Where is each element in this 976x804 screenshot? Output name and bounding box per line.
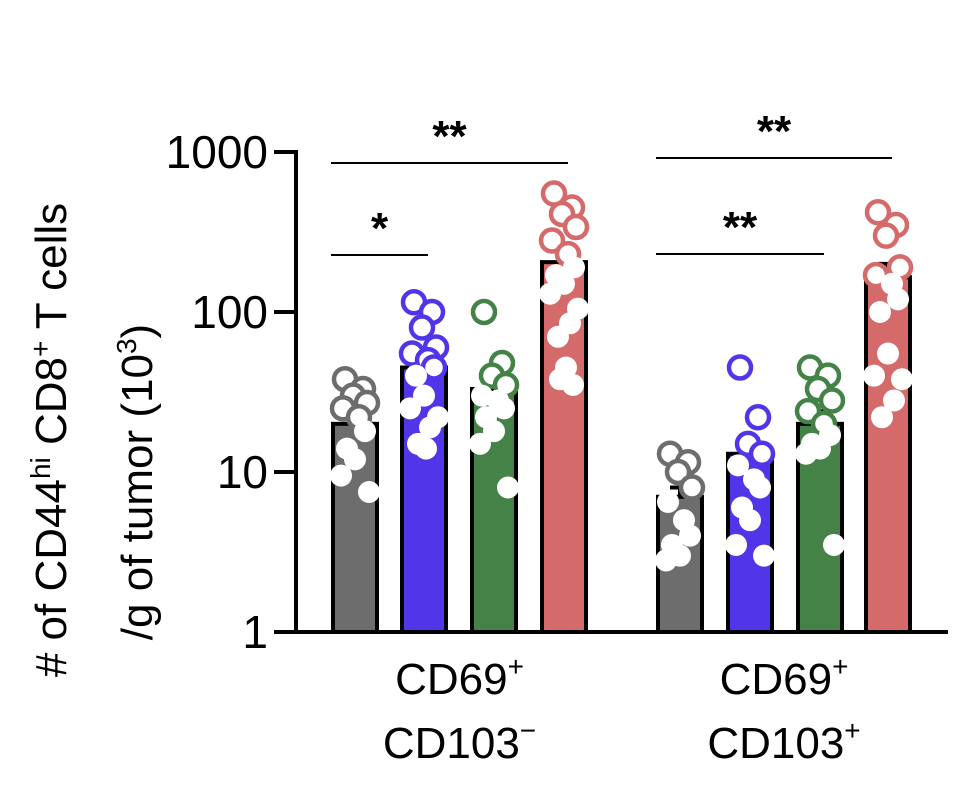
significance-label: ** <box>757 107 792 156</box>
data-point <box>887 288 909 311</box>
significance-label: ** <box>432 112 467 161</box>
data-point <box>483 420 505 443</box>
data-point <box>538 227 566 254</box>
y-axis-title-line1: # of CD44hi CD8+ T cells <box>25 203 76 677</box>
data-point <box>725 533 747 556</box>
data-point <box>749 476 771 499</box>
data-point <box>726 354 754 381</box>
data-point <box>405 364 427 387</box>
data-point <box>562 373 584 396</box>
data-point <box>563 256 585 279</box>
bar <box>864 275 912 634</box>
data-point <box>655 549 677 572</box>
data-point <box>470 298 498 326</box>
data-point <box>344 448 366 471</box>
data-point <box>744 403 772 431</box>
data-point <box>562 213 590 241</box>
data-point <box>419 416 441 439</box>
data-point <box>413 384 435 407</box>
data-point <box>678 474 706 501</box>
data-point <box>354 420 376 443</box>
y-tick-label: 1 <box>242 606 268 658</box>
data-point <box>748 440 776 468</box>
data-point <box>415 437 437 460</box>
data-point <box>469 432 491 455</box>
significance-label: * <box>371 204 389 253</box>
category-label-line1: CD69+ <box>395 651 524 704</box>
significance-label: ** <box>723 203 758 252</box>
data-point <box>795 442 817 465</box>
category-label-line2: CD103+ <box>707 715 860 768</box>
category-label-line2: CD103− <box>383 715 536 768</box>
data-point <box>358 480 380 503</box>
data-point <box>871 406 893 429</box>
y-tick-label: 10 <box>217 446 268 498</box>
y-axis-title: # of CD44hi CD8+ T cells /g of tumor (10… <box>25 203 162 677</box>
data-point <box>864 199 892 226</box>
data-point <box>753 544 775 567</box>
data-point <box>823 533 845 556</box>
y-tick-label: 1000 <box>166 126 268 178</box>
data-point <box>547 325 569 348</box>
data-point <box>727 454 749 477</box>
data-point <box>872 222 900 249</box>
data-point <box>679 524 701 547</box>
data-point <box>330 464 352 487</box>
data-point <box>493 397 515 420</box>
data-point <box>863 364 885 387</box>
data-point <box>818 387 846 414</box>
data-point <box>883 389 905 412</box>
data-point <box>891 368 913 391</box>
data-point <box>399 397 421 420</box>
y-tick-label: 100 <box>191 286 268 338</box>
y-axis-title-line2: /g of tumor (103) <box>111 324 162 640</box>
data-point <box>657 490 679 513</box>
data-point <box>408 314 436 341</box>
data-point <box>877 342 899 365</box>
data-point <box>739 509 761 532</box>
data-point <box>869 301 891 323</box>
data-point <box>497 476 519 499</box>
category-label-line1: CD69+ <box>720 651 849 704</box>
data-point <box>539 282 561 305</box>
